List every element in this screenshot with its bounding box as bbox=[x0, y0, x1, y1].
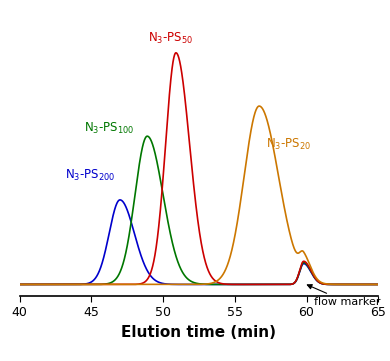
X-axis label: Elution time (min): Elution time (min) bbox=[121, 325, 277, 340]
Text: N$_3$-PS$_{20}$: N$_3$-PS$_{20}$ bbox=[266, 137, 312, 152]
Text: N$_3$-PS$_{100}$: N$_3$-PS$_{100}$ bbox=[84, 121, 135, 136]
Text: N$_3$-PS$_{50}$: N$_3$-PS$_{50}$ bbox=[147, 31, 193, 46]
Text: flow marker: flow marker bbox=[307, 284, 380, 307]
Text: N$_3$-PS$_{200}$: N$_3$-PS$_{200}$ bbox=[66, 168, 116, 183]
